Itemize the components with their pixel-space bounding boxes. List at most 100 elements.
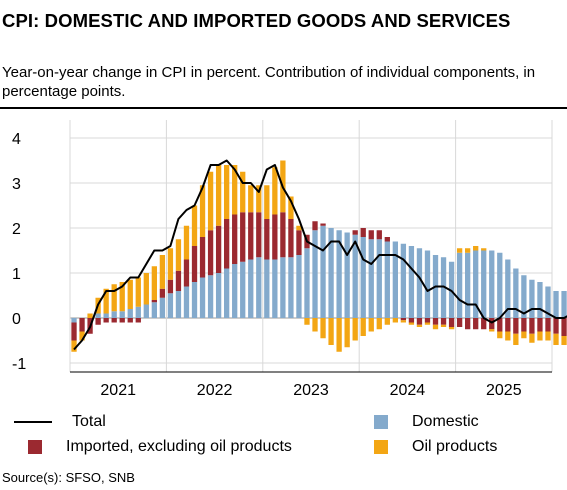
bar-imported [103, 318, 109, 323]
bar-oil [183, 225, 190, 260]
bar-domestic [240, 261, 246, 318]
bar-oil [223, 165, 230, 219]
bar-oil [368, 318, 374, 332]
bar-imported [199, 237, 206, 278]
bar-domestic [159, 297, 166, 318]
legend-item-total: Total [14, 412, 106, 432]
bar-domestic [119, 311, 125, 318]
bar-imported [456, 318, 463, 327]
bar-imported [296, 230, 302, 255]
bar-domestic [232, 264, 238, 318]
bar-imported [79, 318, 85, 332]
y-tick-label: 1 [12, 266, 21, 283]
bar-imported [521, 318, 527, 332]
bar-oil [111, 284, 117, 312]
bar-imported [360, 228, 366, 237]
bar-oil [103, 288, 109, 314]
legend-swatch-oil [374, 440, 388, 454]
bar-oil [240, 171, 246, 213]
y-tick-label: 4 [12, 131, 21, 148]
chart-subtitle: Year-on-year change in CPI in percent. C… [2, 64, 536, 100]
bar-oil [448, 327, 455, 330]
bar-domestic [408, 246, 415, 318]
bar-oil [352, 318, 358, 341]
legend-item-imported: Imported, excluding oil products [14, 437, 292, 457]
bar-oil [561, 336, 567, 345]
bar-domestic [95, 313, 101, 318]
bar-domestic [264, 259, 270, 318]
bar-domestic [537, 282, 543, 318]
bar-imported [264, 219, 270, 260]
bar-domestic [473, 250, 479, 318]
bar-oil [344, 318, 350, 348]
bar-oil [199, 185, 206, 237]
bar-imported [175, 270, 182, 291]
bar-oil [288, 196, 294, 219]
bar-imported [416, 318, 423, 325]
bar-domestic [521, 275, 527, 318]
bar-domestic [561, 291, 567, 318]
bar-imported [448, 318, 455, 327]
bar-domestic [456, 252, 463, 318]
bar-oil [489, 329, 495, 332]
bar-imported [352, 230, 358, 235]
bar-domestic [320, 225, 326, 318]
bar-imported [408, 318, 415, 323]
bar-domestic [207, 275, 214, 318]
bar-oil [464, 248, 471, 253]
bar-oil [376, 318, 382, 330]
bar-imported [167, 279, 174, 294]
source-note: Source(s): SFSO, SNB [2, 470, 135, 485]
bar-domestic [481, 250, 487, 318]
bar-domestic [304, 248, 310, 318]
bar-oil [505, 331, 511, 341]
bar-imported [223, 219, 230, 269]
y-tick-label: 2 [12, 221, 21, 238]
bar-imported [464, 318, 471, 330]
bar-oil [473, 246, 479, 251]
bar-domestic [151, 302, 158, 318]
bar-imported [127, 318, 133, 323]
bar-oil [296, 225, 302, 231]
bar-domestic [368, 239, 374, 318]
bar-oil [545, 331, 551, 341]
bar-domestic [296, 255, 302, 318]
bar-oil [248, 185, 254, 213]
bar-domestic [392, 241, 399, 318]
bar-imported [368, 230, 374, 240]
x-tick-label: 2025 [486, 382, 522, 399]
bar-imported [95, 318, 101, 325]
bar-domestic [183, 286, 190, 318]
bar-domestic [344, 232, 350, 318]
x-tick-label: 2023 [293, 382, 329, 399]
bar-domestic [400, 243, 407, 318]
bar-domestic [328, 228, 334, 318]
chart-title: CPI: DOMESTIC AND IMPORTED GOODS AND SER… [2, 10, 511, 31]
bar-domestic [440, 257, 447, 318]
bar-imported [497, 318, 503, 332]
bar-imported [248, 212, 254, 260]
bar-oil [529, 333, 535, 343]
bar-domestic [424, 250, 431, 318]
bar-oil [312, 318, 318, 332]
bar-domestic [376, 239, 382, 318]
bar-oil [440, 324, 447, 327]
bar-oil [119, 282, 125, 312]
bar-imported [400, 318, 407, 321]
y-tick-label: -1 [12, 356, 26, 373]
bar-imported [529, 318, 535, 334]
bar-oil [328, 318, 334, 345]
bar-imported [505, 318, 511, 332]
bar-domestic [553, 291, 559, 318]
bar-imported [561, 318, 567, 336]
bar-oil [207, 171, 214, 231]
bar-imported [440, 318, 447, 325]
y-tick-label: 3 [12, 176, 21, 193]
bar-oil [159, 255, 166, 289]
bar-oil [497, 331, 503, 339]
bar-imported [545, 318, 551, 332]
bar-imported [119, 318, 125, 323]
bar-imported [111, 318, 117, 323]
y-tick-label: 0 [12, 311, 21, 328]
bar-domestic [175, 291, 182, 318]
